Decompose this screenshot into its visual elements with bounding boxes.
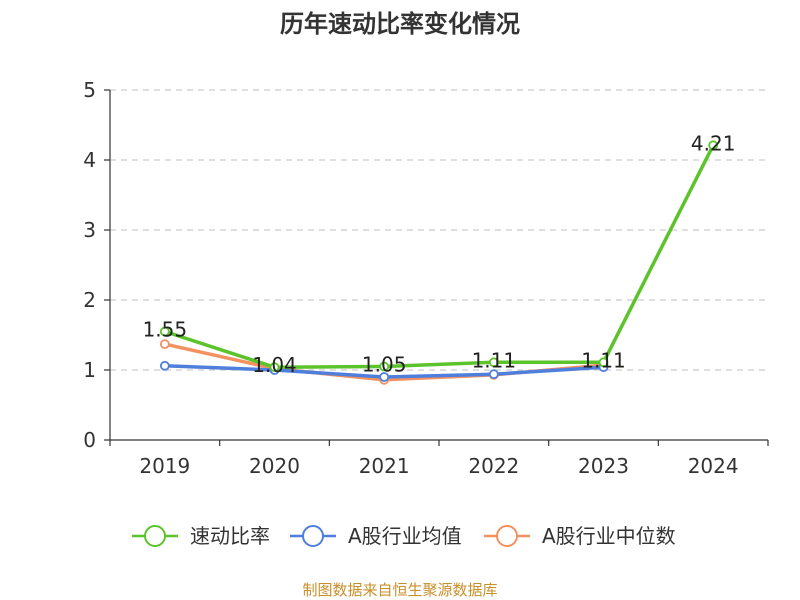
data-label: 1.55 (143, 318, 188, 342)
data-labels: 1.55 1.04 1.05 1.11 1.11 4.21 (143, 131, 736, 377)
data-point (159, 360, 170, 371)
y-tick-label: 1 (83, 358, 96, 382)
y-tick-label: 3 (83, 218, 96, 242)
legend-label: A股行业均值 (348, 524, 462, 548)
y-tick-label: 4 (83, 148, 96, 172)
x-tick-label: 2020 (249, 454, 300, 478)
data-label: 1.11 (472, 348, 517, 372)
data-point (708, 140, 719, 151)
data-point (269, 362, 280, 373)
data-point (159, 339, 170, 350)
legend-marker-icon (144, 525, 166, 547)
legend-item[interactable]: A股行业中位数 (484, 524, 676, 548)
x-tick-label: 2024 (688, 454, 739, 478)
legend-item[interactable]: A股行业均值 (290, 524, 462, 548)
source-note: 制图数据来自恒生聚源数据库 (302, 581, 497, 599)
x-tick-label: 2022 (468, 454, 519, 478)
y-tick-label: 2 (83, 288, 96, 312)
legend: 速动比率 A股行业均值 A股行业中位数 (132, 524, 676, 548)
legend-label: A股行业中位数 (542, 524, 676, 548)
legend-item[interactable]: 速动比率 (132, 524, 270, 548)
chart-title: 历年速动比率变化情况 (280, 10, 520, 38)
x-tick-label: 2019 (139, 454, 190, 478)
data-label: 1.05 (362, 353, 407, 377)
legend-label: 速动比率 (190, 524, 270, 548)
legend-marker-icon (496, 525, 518, 547)
data-point (379, 372, 390, 382)
data-point (488, 369, 499, 380)
y-tick-label: 5 (83, 78, 96, 102)
x-tick-label: 2021 (359, 454, 410, 478)
data-label: 1.04 (252, 353, 297, 377)
data-label: 1.11 (581, 348, 626, 372)
x-tick-label: 2023 (578, 454, 629, 478)
series-lines (159, 140, 719, 385)
data-point (598, 357, 609, 368)
data-point (488, 357, 499, 368)
data-point (379, 361, 390, 372)
series-line (163, 143, 715, 369)
y-tick-label: 0 (83, 428, 96, 452)
legend-marker-icon (302, 525, 324, 547)
data-point (159, 326, 170, 337)
axes: 0 1 2 3 4 5 2019 2020 2021 2022 2023 2024 (83, 78, 769, 478)
data-label: 4.21 (691, 131, 736, 155)
